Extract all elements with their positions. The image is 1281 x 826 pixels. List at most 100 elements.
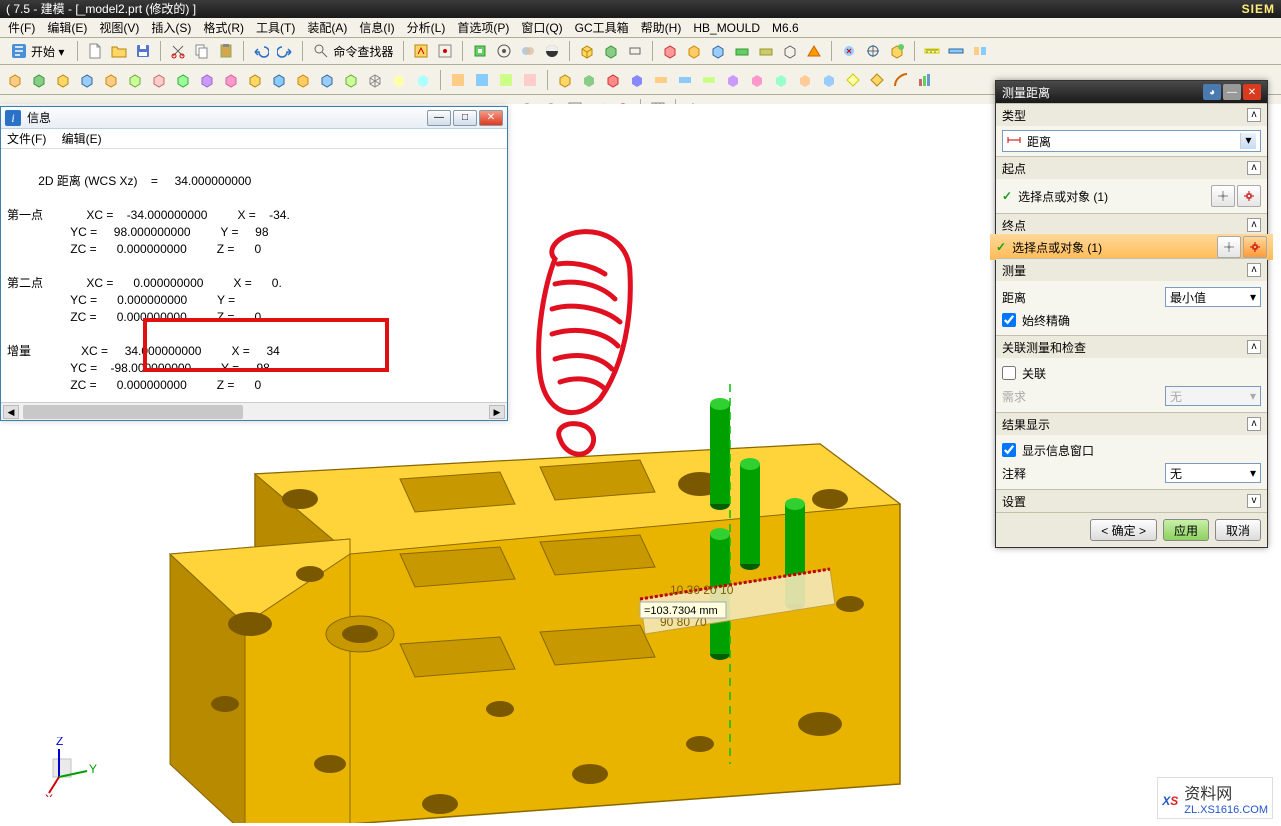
- section-settings-header[interactable]: 设置v: [996, 490, 1267, 512]
- tb-b4[interactable]: [541, 40, 563, 62]
- always-accurate-checkbox[interactable]: [1002, 313, 1016, 327]
- tb2-32[interactable]: [770, 69, 792, 91]
- tb2-10[interactable]: [220, 69, 242, 91]
- collapse-icon[interactable]: ʌ: [1247, 108, 1261, 122]
- start-point-button[interactable]: [1211, 185, 1235, 207]
- menu-help[interactable]: 帮助(H): [635, 19, 688, 36]
- tb2-4[interactable]: [76, 69, 98, 91]
- tb2-9[interactable]: [196, 69, 218, 91]
- ok-button[interactable]: < 确定 >: [1090, 519, 1157, 541]
- dialog-help-button[interactable]: ◕: [1203, 84, 1221, 100]
- start-select-row[interactable]: ✓ 选择点或对象 (1): [1002, 183, 1261, 209]
- tb2-17[interactable]: [388, 69, 410, 91]
- type-select[interactable]: 距离 ▾: [1002, 130, 1261, 152]
- tb2-14[interactable]: [316, 69, 338, 91]
- info-menu-edit[interactable]: 编辑(E): [62, 132, 102, 146]
- command-finder[interactable]: 命令查找器: [309, 43, 397, 60]
- tb2-18[interactable]: [412, 69, 434, 91]
- annotation-select[interactable]: 无▾: [1165, 463, 1261, 483]
- end-select-row[interactable]: ✓ 选择点或对象 (1): [990, 234, 1273, 260]
- tb-rect[interactable]: [624, 40, 646, 62]
- dialog-minimize-button[interactable]: —: [1223, 84, 1241, 100]
- end-point-button[interactable]: [1217, 236, 1241, 258]
- section-type-header[interactable]: 类型ʌ: [996, 104, 1267, 126]
- redo-icon[interactable]: [274, 40, 296, 62]
- tb-d1[interactable]: [838, 40, 860, 62]
- open-icon[interactable]: [108, 40, 130, 62]
- section-assoc-header[interactable]: 关联测量和检查ʌ: [996, 336, 1267, 358]
- tb-measure-icon[interactable]: [921, 40, 943, 62]
- cancel-button[interactable]: 取消: [1215, 519, 1261, 541]
- info-minimize-button[interactable]: —: [427, 110, 451, 126]
- tb2-24[interactable]: [578, 69, 600, 91]
- scroll-thumb[interactable]: [23, 405, 243, 419]
- dialog-titlebar[interactable]: 测量距离 ◕ — ✕: [996, 81, 1267, 103]
- menu-file[interactable]: 件(F): [2, 19, 41, 36]
- menu-prefs[interactable]: 首选项(P): [451, 19, 515, 36]
- dropdown-arrow-icon[interactable]: ▾: [1240, 133, 1256, 149]
- info-maximize-button[interactable]: □: [453, 110, 477, 126]
- tb-c2[interactable]: [683, 40, 705, 62]
- distance-select[interactable]: 最小值▾: [1165, 287, 1261, 307]
- info-menu-file[interactable]: 文件(F): [7, 132, 46, 146]
- tb-c6[interactable]: [779, 40, 801, 62]
- tb-a1[interactable]: [410, 40, 432, 62]
- tb-c5[interactable]: [755, 40, 777, 62]
- tb2-16[interactable]: [364, 69, 386, 91]
- menu-analyze[interactable]: 分析(L): [401, 19, 452, 36]
- tb2-33[interactable]: [794, 69, 816, 91]
- tb2-2[interactable]: [28, 69, 50, 91]
- menu-insert[interactable]: 插入(S): [145, 19, 197, 36]
- tb-box2[interactable]: [600, 40, 622, 62]
- tb-e2[interactable]: [945, 40, 967, 62]
- menu-format[interactable]: 格式(R): [197, 19, 250, 36]
- tb-c4[interactable]: [731, 40, 753, 62]
- expand-icon[interactable]: v: [1247, 494, 1261, 508]
- info-body[interactable]: 2D 距离 (WCS Xz) = 34.000000000 第一点 XC = -…: [1, 149, 507, 397]
- tb2-26[interactable]: [626, 69, 648, 91]
- section-start-header[interactable]: 起点ʌ: [996, 157, 1267, 179]
- tb-c1[interactable]: [659, 40, 681, 62]
- tb2-13[interactable]: [292, 69, 314, 91]
- tb-c7[interactable]: [803, 40, 825, 62]
- tb-d2[interactable]: [862, 40, 884, 62]
- copy-icon[interactable]: [191, 40, 213, 62]
- start-button[interactable]: 开始 ▾: [4, 40, 71, 62]
- save-icon[interactable]: [132, 40, 154, 62]
- tb2-38[interactable]: [914, 69, 936, 91]
- menu-gctoolbox[interactable]: GC工具箱: [569, 19, 635, 36]
- apply-button[interactable]: 应用: [1163, 519, 1209, 541]
- tb2-23[interactable]: [554, 69, 576, 91]
- menu-info[interactable]: 信息(I): [353, 19, 400, 36]
- info-hscrollbar[interactable]: ◀ ▶: [1, 402, 507, 420]
- tb2-12[interactable]: [268, 69, 290, 91]
- tb-box1[interactable]: [576, 40, 598, 62]
- tb-b1[interactable]: [469, 40, 491, 62]
- section-end-header[interactable]: 终点ʌ: [996, 214, 1267, 236]
- tb-d3[interactable]: [886, 40, 908, 62]
- tb-b2[interactable]: [493, 40, 515, 62]
- start-pick-button[interactable]: [1237, 185, 1261, 207]
- assoc-checkbox[interactable]: [1002, 366, 1016, 380]
- tb2-31[interactable]: [746, 69, 768, 91]
- menu-edit[interactable]: 编辑(E): [41, 19, 93, 36]
- tb2-6[interactable]: [124, 69, 146, 91]
- scroll-right-arrow[interactable]: ▶: [489, 405, 505, 419]
- tb2-5[interactable]: [100, 69, 122, 91]
- menu-m66[interactable]: M6.6: [766, 21, 805, 35]
- info-titlebar[interactable]: i 信息 — □ ✕: [1, 107, 507, 129]
- tb2-36[interactable]: [866, 69, 888, 91]
- tb2-25[interactable]: [602, 69, 624, 91]
- menu-tools[interactable]: 工具(T): [250, 19, 301, 36]
- end-pick-button[interactable]: [1243, 236, 1267, 258]
- menu-hbmould[interactable]: HB_MOULD: [687, 21, 766, 35]
- section-measure-header[interactable]: 测量ʌ: [996, 259, 1267, 281]
- menu-view[interactable]: 视图(V): [93, 19, 145, 36]
- scroll-left-arrow[interactable]: ◀: [3, 405, 19, 419]
- tb2-21[interactable]: [495, 69, 517, 91]
- tb2-8[interactable]: [172, 69, 194, 91]
- show-info-checkbox[interactable]: [1002, 443, 1016, 457]
- tb2-15[interactable]: [340, 69, 362, 91]
- dialog-close-button[interactable]: ✕: [1243, 84, 1261, 100]
- tb2-7[interactable]: [148, 69, 170, 91]
